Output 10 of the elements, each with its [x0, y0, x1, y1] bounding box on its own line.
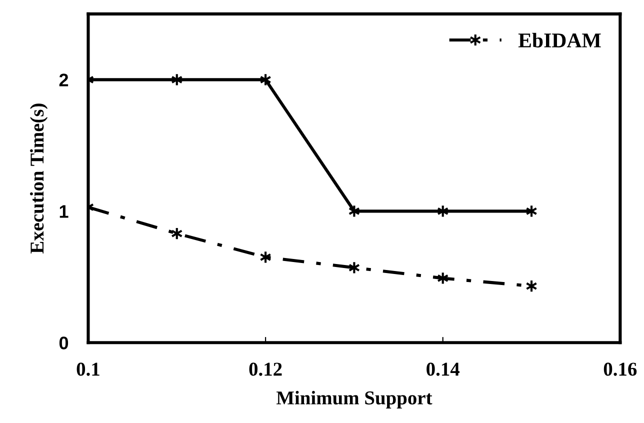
- x-tick-label: 0.14: [426, 362, 460, 376]
- x-tick-label: 0.16: [604, 362, 637, 376]
- x-tick-label: 0.12: [249, 362, 282, 376]
- x-axis-title: Minimum Support: [276, 390, 432, 408]
- y-tick-label: 1: [60, 205, 68, 218]
- legend-label: EbIDAM: [518, 32, 601, 48]
- y-tick-label: 2: [59, 74, 68, 86]
- x-tick-label: 0.1: [76, 362, 100, 376]
- y-axis-title: Execution Time(s): [30, 104, 48, 254]
- y-tick-label: 0: [59, 336, 68, 350]
